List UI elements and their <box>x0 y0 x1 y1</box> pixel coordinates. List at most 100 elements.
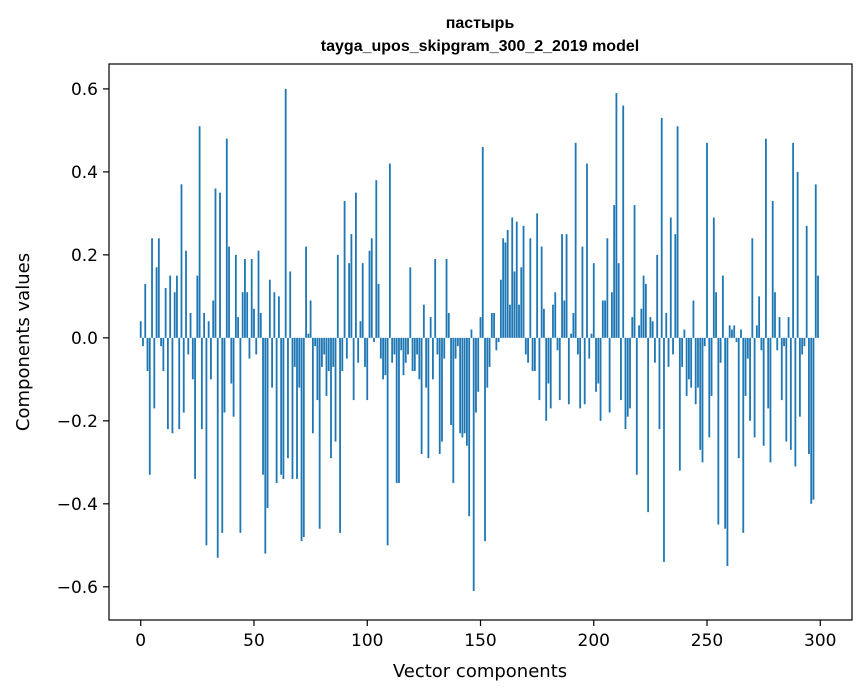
bar-255 <box>717 337 720 525</box>
bar-40 <box>230 337 233 384</box>
bar-259 <box>726 337 729 567</box>
bar-89 <box>341 337 344 372</box>
bar-206 <box>606 238 609 338</box>
bar-57 <box>268 279 271 338</box>
bar-232 <box>665 312 668 338</box>
bar-164 <box>511 217 514 338</box>
bar-218 <box>633 205 636 338</box>
bar-171 <box>527 337 529 363</box>
bar-83 <box>327 337 330 372</box>
bar-80 <box>321 337 323 367</box>
bar-99 <box>364 337 366 367</box>
bar-183 <box>554 292 557 338</box>
bar-160 <box>502 238 505 338</box>
bar-254 <box>715 292 717 338</box>
bar-181 <box>549 337 552 409</box>
bar-260 <box>728 325 731 338</box>
bar-91 <box>345 337 348 359</box>
bar-179 <box>545 337 548 421</box>
bar-79 <box>318 337 321 529</box>
bar-27 <box>200 337 203 430</box>
bar-116 <box>402 337 405 376</box>
bar-118 <box>407 337 409 355</box>
x-tick-label: 0 <box>135 631 146 651</box>
bar-14 <box>171 337 174 434</box>
x-axis-ticks: 0 50 100 150 200 250 300 <box>135 620 837 651</box>
bar-249 <box>703 337 706 347</box>
bar-88 <box>339 337 341 533</box>
bar-267 <box>744 337 747 396</box>
bar-203 <box>599 337 602 421</box>
bar-50 <box>253 308 255 338</box>
bar-280 <box>774 292 776 338</box>
bar-113 <box>395 337 398 484</box>
bar-72 <box>302 337 305 538</box>
bar-74 <box>307 333 310 338</box>
bar-245 <box>694 337 697 405</box>
bar-142 <box>461 337 464 438</box>
bar-205 <box>604 300 606 338</box>
bar-204 <box>601 300 604 338</box>
bar-38 <box>225 138 228 338</box>
bar-291 <box>798 337 801 417</box>
bar-46 <box>244 259 246 338</box>
bar-41 <box>232 337 235 417</box>
bar-269 <box>749 337 751 421</box>
chart-subtitle: tayga_upos_skipgram_300_2_2019 model <box>321 38 639 55</box>
bar-34 <box>216 337 219 558</box>
bar-283 <box>780 337 783 401</box>
bar-81 <box>323 337 326 355</box>
bar-175 <box>536 213 539 338</box>
bar-210 <box>615 93 618 338</box>
bar-277 <box>767 337 770 409</box>
bar-186 <box>561 234 563 338</box>
bar-137 <box>450 337 452 425</box>
bar-165 <box>513 271 516 338</box>
bar-63 <box>282 337 285 479</box>
bar-251 <box>708 337 711 438</box>
bar-169 <box>522 225 525 338</box>
bar-234 <box>669 217 672 338</box>
bar-130 <box>434 259 437 338</box>
bar-131 <box>436 337 439 355</box>
bar-75 <box>309 300 312 338</box>
bar-33 <box>214 188 217 338</box>
bar-123 <box>418 337 421 380</box>
bar-240 <box>683 329 686 338</box>
bar-212 <box>620 337 622 401</box>
bar-271 <box>753 337 756 438</box>
bar-114 <box>398 337 400 484</box>
bar-109 <box>386 337 389 546</box>
bar-157 <box>495 337 498 351</box>
bar-85 <box>332 337 335 367</box>
bar-12 <box>166 337 169 430</box>
bar-29 <box>205 337 208 546</box>
bar-135 <box>445 259 448 338</box>
bar-134 <box>443 337 446 359</box>
bar-31 <box>210 337 212 380</box>
x-tick-label: 50 <box>243 631 265 651</box>
bar-258 <box>724 337 727 529</box>
bar-56 <box>266 337 269 508</box>
bar-281 <box>776 337 779 351</box>
bar-293 <box>803 337 806 347</box>
bar-217 <box>631 317 634 338</box>
bar-5 <box>151 238 153 338</box>
bar-172 <box>529 238 532 338</box>
x-tick-label: 200 <box>578 631 610 651</box>
bar-188 <box>565 234 568 338</box>
bar-285 <box>785 337 788 442</box>
bar-24 <box>194 337 196 479</box>
bar-182 <box>552 304 554 338</box>
bar-138 <box>452 337 455 484</box>
bar-289 <box>794 337 797 467</box>
bar-235 <box>672 337 674 355</box>
bar-163 <box>509 304 511 338</box>
bar-250 <box>706 142 708 338</box>
bar-102 <box>370 238 373 338</box>
bar-22 <box>189 312 192 338</box>
bar-17 <box>178 337 181 430</box>
bar-292 <box>801 337 804 355</box>
bar-117 <box>404 337 407 363</box>
bar-170 <box>524 337 527 355</box>
